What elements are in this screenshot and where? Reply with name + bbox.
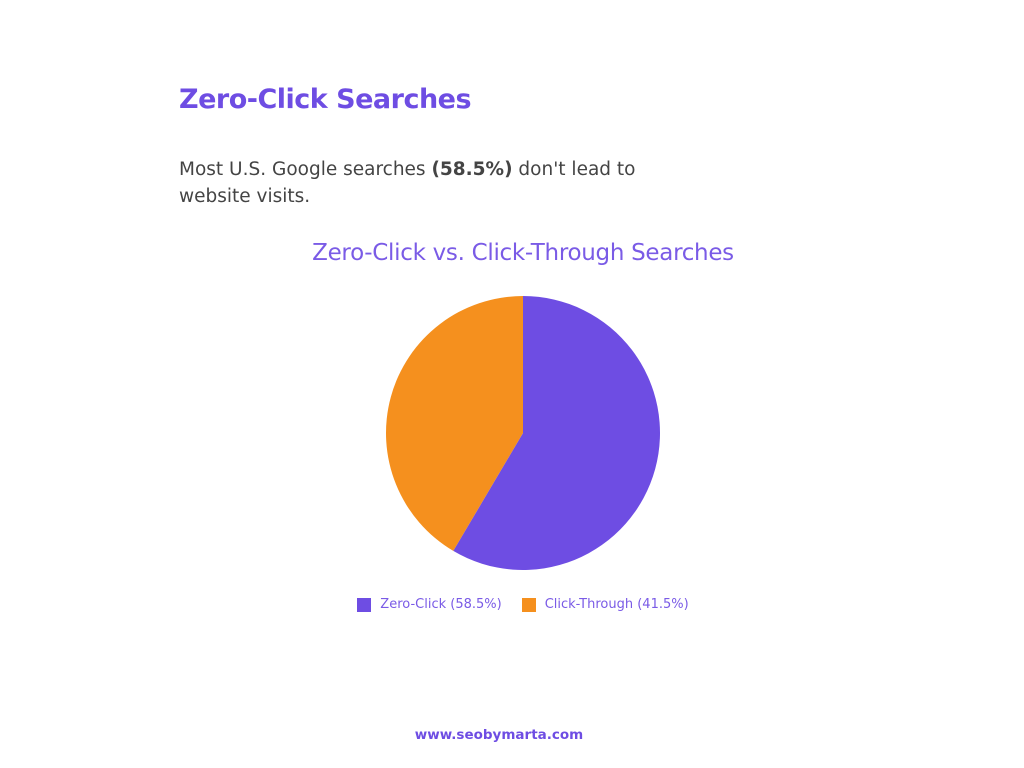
description: Most U.S. Google searches (58.5%) don't … — [179, 156, 649, 210]
page-title: Zero-Click Searches — [179, 84, 472, 115]
legend-swatch — [357, 597, 372, 612]
legend-item-zero-click[interactable]: Zero-Click (58.5%) — [357, 597, 502, 612]
description-text-end: don't lead to website visits. — [179, 159, 636, 207]
legend-label: Click-Through (41.5%) — [544, 597, 689, 612]
pie-slice-click-through[interactable] — [386, 296, 523, 551]
pie-slice-zero-click[interactable] — [453, 296, 661, 571]
legend-swatch — [521, 597, 536, 612]
legend-label: Zero-Click (58.5%) — [380, 597, 502, 612]
chart-legend: Zero-Click (58.5%) Click-Through (41.5%) — [0, 597, 1024, 612]
footer-url[interactable]: www.seobymarta.com — [414, 727, 584, 743]
description-highlight: (58.5%) — [431, 159, 513, 180]
legend-item-click-through[interactable]: Click-Through (41.5%) — [521, 597, 689, 612]
chart-title: Zero-Click vs. Click-Through Searches — [312, 240, 734, 266]
description-text: Most U.S. Google searches — [179, 159, 432, 180]
